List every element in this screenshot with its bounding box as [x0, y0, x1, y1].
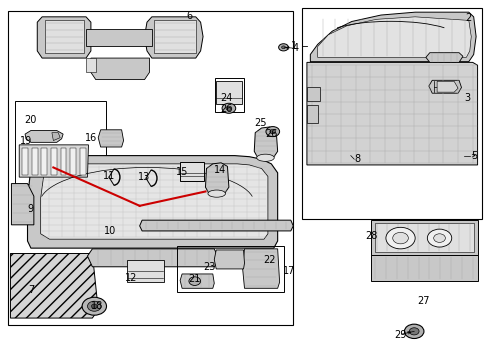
- Ellipse shape: [222, 103, 235, 113]
- Bar: [215, 78, 243, 112]
- Polygon shape: [180, 274, 214, 288]
- Ellipse shape: [225, 106, 231, 111]
- Ellipse shape: [207, 190, 225, 197]
- Text: 18: 18: [91, 301, 103, 311]
- Bar: [180, 162, 203, 181]
- Text: 10: 10: [104, 226, 116, 236]
- Text: 24: 24: [219, 93, 232, 103]
- Polygon shape: [44, 21, 83, 53]
- Text: 25: 25: [253, 118, 266, 128]
- Polygon shape: [154, 21, 195, 53]
- Polygon shape: [87, 249, 219, 267]
- Text: 20: 20: [24, 115, 36, 125]
- Ellipse shape: [281, 46, 285, 49]
- Ellipse shape: [392, 232, 407, 244]
- Polygon shape: [22, 148, 28, 175]
- Text: 4: 4: [292, 43, 298, 53]
- Text: 13: 13: [138, 172, 150, 182]
- Text: 6: 6: [186, 11, 193, 21]
- Polygon shape: [19, 145, 88, 177]
- Text: 16: 16: [84, 133, 97, 143]
- Text: 29: 29: [393, 330, 406, 340]
- Polygon shape: [11, 184, 34, 225]
- Polygon shape: [425, 53, 462, 62]
- Text: 14: 14: [214, 165, 226, 175]
- Polygon shape: [428, 80, 461, 93]
- Bar: [216, 81, 241, 104]
- Ellipse shape: [404, 324, 423, 338]
- Polygon shape: [370, 220, 477, 255]
- Text: 22: 22: [263, 255, 276, 265]
- Polygon shape: [254, 127, 277, 158]
- Text: 28: 28: [365, 231, 377, 240]
- Polygon shape: [306, 105, 317, 123]
- Ellipse shape: [91, 304, 97, 309]
- Polygon shape: [27, 156, 277, 248]
- Ellipse shape: [427, 229, 451, 247]
- Polygon shape: [51, 148, 57, 175]
- Ellipse shape: [385, 227, 414, 249]
- Text: 9: 9: [27, 204, 33, 215]
- Bar: [127, 260, 163, 282]
- Polygon shape: [306, 62, 477, 165]
- Text: 26: 26: [219, 104, 232, 114]
- Polygon shape: [70, 148, 76, 175]
- Polygon shape: [140, 220, 293, 231]
- Text: 7: 7: [28, 285, 34, 296]
- Text: 27: 27: [417, 296, 429, 306]
- Polygon shape: [436, 81, 457, 92]
- Polygon shape: [374, 223, 473, 252]
- Polygon shape: [10, 253, 98, 318]
- Ellipse shape: [82, 297, 106, 315]
- Text: 2: 2: [464, 13, 470, 23]
- Polygon shape: [61, 148, 66, 175]
- Text: 11: 11: [102, 171, 115, 181]
- Text: 17: 17: [282, 266, 294, 276]
- Polygon shape: [310, 12, 475, 62]
- Bar: [8, 12, 293, 325]
- Polygon shape: [86, 58, 96, 72]
- Ellipse shape: [87, 301, 101, 311]
- Polygon shape: [91, 58, 149, 80]
- Polygon shape: [214, 250, 244, 269]
- Text: 21: 21: [188, 274, 201, 284]
- Bar: [177, 246, 284, 292]
- Ellipse shape: [269, 130, 275, 134]
- Polygon shape: [317, 17, 470, 57]
- Polygon shape: [306, 87, 320, 101]
- Ellipse shape: [408, 328, 418, 335]
- Ellipse shape: [256, 154, 274, 161]
- Polygon shape: [80, 148, 85, 175]
- Polygon shape: [98, 130, 123, 147]
- Polygon shape: [41, 164, 267, 239]
- Text: 8: 8: [353, 154, 360, 164]
- Ellipse shape: [188, 277, 200, 285]
- Polygon shape: [37, 17, 91, 58]
- Polygon shape: [205, 163, 228, 194]
- Text: 26: 26: [264, 129, 277, 139]
- Polygon shape: [32, 148, 38, 175]
- Bar: [302, 8, 482, 220]
- Polygon shape: [41, 148, 47, 175]
- Text: 19: 19: [20, 136, 32, 146]
- Text: 15: 15: [176, 167, 188, 177]
- Text: 3: 3: [463, 93, 469, 103]
- Polygon shape: [86, 30, 152, 45]
- Text: 5: 5: [470, 150, 476, 161]
- Polygon shape: [52, 133, 60, 140]
- Ellipse shape: [265, 127, 279, 136]
- Ellipse shape: [278, 44, 288, 51]
- Ellipse shape: [433, 234, 445, 242]
- Polygon shape: [25, 131, 63, 142]
- Text: 12: 12: [125, 273, 137, 283]
- Polygon shape: [144, 17, 203, 58]
- Text: 1: 1: [290, 41, 297, 50]
- Polygon shape: [242, 249, 279, 288]
- Bar: [15, 101, 105, 184]
- Polygon shape: [370, 255, 477, 281]
- Text: 23: 23: [203, 262, 215, 272]
